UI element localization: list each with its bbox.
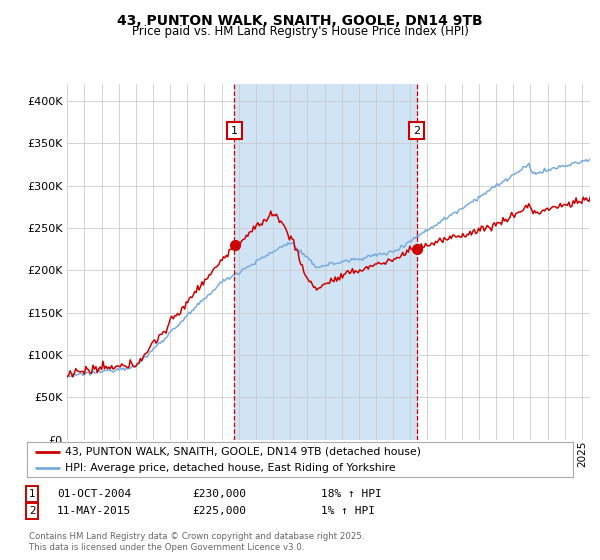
Text: 2: 2 [413,125,420,136]
Text: 18% ↑ HPI: 18% ↑ HPI [321,489,382,499]
Text: 43, PUNTON WALK, SNAITH, GOOLE, DN14 9TB: 43, PUNTON WALK, SNAITH, GOOLE, DN14 9TB [117,14,483,28]
Text: 43, PUNTON WALK, SNAITH, GOOLE, DN14 9TB (detached house): 43, PUNTON WALK, SNAITH, GOOLE, DN14 9TB… [65,447,421,457]
Text: 2: 2 [29,506,35,516]
Text: Price paid vs. HM Land Registry's House Price Index (HPI): Price paid vs. HM Land Registry's House … [131,25,469,39]
Text: 1: 1 [231,125,238,136]
Text: HPI: Average price, detached house, East Riding of Yorkshire: HPI: Average price, detached house, East… [65,463,396,473]
Text: 01-OCT-2004: 01-OCT-2004 [57,489,131,499]
Text: £230,000: £230,000 [192,489,246,499]
Text: 1: 1 [29,489,35,499]
Text: £225,000: £225,000 [192,506,246,516]
Text: 11-MAY-2015: 11-MAY-2015 [57,506,131,516]
Text: 1% ↑ HPI: 1% ↑ HPI [321,506,375,516]
Bar [235,84,416,440]
Text: Contains HM Land Registry data © Crown copyright and database right 2025.
This d: Contains HM Land Registry data © Crown c… [29,533,364,552]
